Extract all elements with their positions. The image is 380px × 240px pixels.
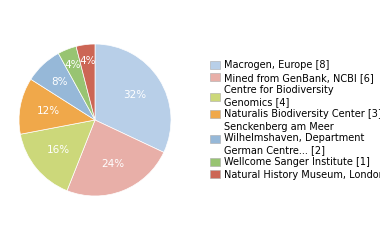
Text: 32%: 32% [123, 90, 146, 100]
Text: 24%: 24% [101, 159, 124, 169]
Text: 12%: 12% [37, 106, 60, 116]
Wedge shape [76, 44, 95, 120]
Legend: Macrogen, Europe [8], Mined from GenBank, NCBI [6], Centre for Biodiversity
Geno: Macrogen, Europe [8], Mined from GenBank… [210, 60, 380, 180]
Wedge shape [31, 54, 95, 120]
Text: 8%: 8% [51, 77, 68, 87]
Wedge shape [67, 120, 164, 196]
Wedge shape [21, 120, 95, 191]
Text: 4%: 4% [65, 60, 81, 70]
Wedge shape [59, 46, 95, 120]
Wedge shape [19, 79, 95, 134]
Text: 16%: 16% [47, 145, 70, 155]
Text: 4%: 4% [79, 56, 96, 66]
Wedge shape [95, 44, 171, 152]
